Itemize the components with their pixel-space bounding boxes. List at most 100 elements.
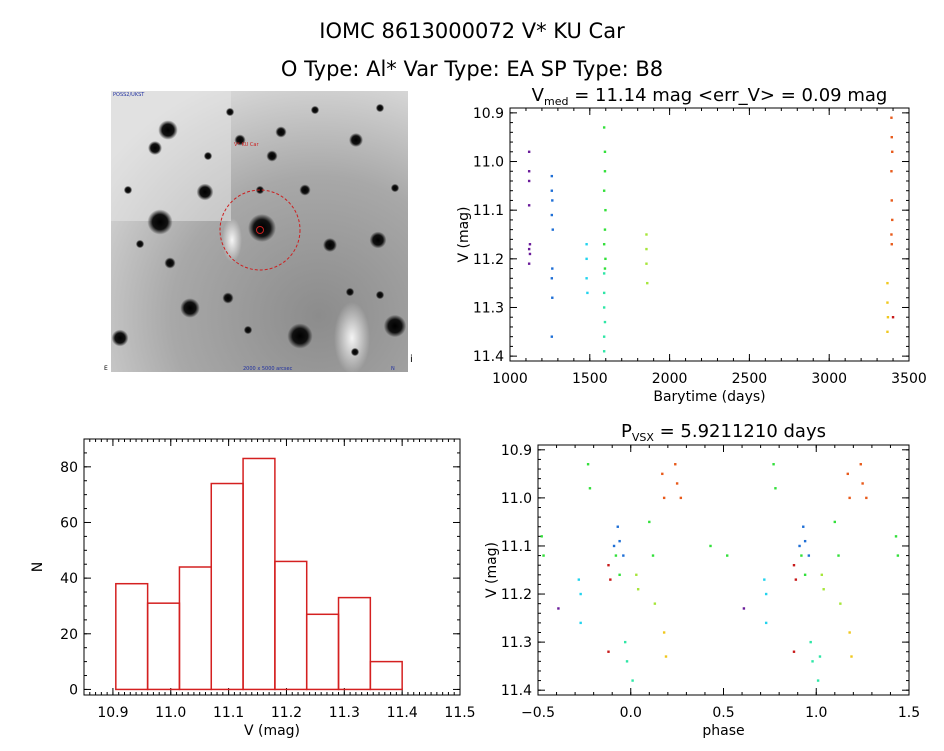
histogram-bar xyxy=(305,613,340,691)
y-tick-label: 11.1 xyxy=(473,203,504,219)
data-point xyxy=(896,554,900,557)
data-point xyxy=(886,316,890,319)
y-tick-label: 11.0 xyxy=(501,491,532,507)
data-point xyxy=(861,482,864,485)
x-tick-label: 10.9 xyxy=(97,705,128,721)
star-icon xyxy=(390,183,400,193)
data-point xyxy=(585,257,588,261)
plot-title: Vmed = 11.14 mag <err_V> = 0.09 mag xyxy=(532,85,888,108)
finder-label-scale: 2000 x 5000 arcsec xyxy=(243,366,293,372)
data-point xyxy=(614,554,618,557)
star-icon xyxy=(275,126,287,138)
data-point xyxy=(527,150,531,153)
data-point xyxy=(846,472,849,476)
data-point xyxy=(603,267,607,270)
data-point xyxy=(833,520,836,524)
star-icon xyxy=(350,347,360,357)
y-tick-label: 40 xyxy=(60,571,78,587)
data-point xyxy=(822,588,825,591)
data-point xyxy=(802,525,805,528)
data-point xyxy=(890,243,893,246)
y-tick-label: 20 xyxy=(60,627,78,643)
x-tick-label: 3000 xyxy=(811,371,847,387)
data-point xyxy=(623,640,627,644)
data-point xyxy=(764,592,768,596)
data-point xyxy=(586,463,590,466)
target-circle xyxy=(219,189,301,271)
data-point xyxy=(579,592,582,596)
data-point xyxy=(792,650,796,653)
finder-bright-patch xyxy=(111,91,231,221)
data-point xyxy=(674,463,677,466)
data-point xyxy=(602,350,606,353)
star-icon xyxy=(180,298,200,318)
data-point xyxy=(602,291,606,295)
star-icon xyxy=(383,314,407,338)
data-point xyxy=(542,554,545,557)
x-tick-label: 11.2 xyxy=(271,705,302,721)
star-icon xyxy=(310,105,320,115)
finder-reflection-glow-2 xyxy=(222,218,242,262)
data-point xyxy=(550,213,554,217)
page-title-line2: O Type: Al* Var Type: EA SP Type: B8 xyxy=(281,57,663,81)
data-point xyxy=(764,621,768,625)
data-point xyxy=(891,150,894,153)
x-tick-label: 1500 xyxy=(572,371,608,387)
page-title-line1: IOMC 8613000072 V* KU Car xyxy=(319,19,625,43)
data-point xyxy=(528,252,532,256)
x-tick-label: 0.0 xyxy=(620,705,642,721)
data-point xyxy=(618,539,621,543)
data-point xyxy=(859,463,862,466)
plot-frame xyxy=(537,444,910,696)
data-point xyxy=(848,631,851,634)
data-point xyxy=(551,267,554,270)
x-tick-label: 11.4 xyxy=(387,705,418,721)
star-icon xyxy=(349,133,363,147)
data-point xyxy=(607,650,610,653)
star-icon xyxy=(323,238,337,252)
finder-label-survey: POSS2/UKST xyxy=(113,92,145,98)
x-tick-label: 11.3 xyxy=(329,705,360,721)
data-point xyxy=(588,487,592,490)
data-point xyxy=(811,660,814,663)
data-point xyxy=(528,243,532,246)
data-point xyxy=(550,335,554,338)
y-tick-label: 11.4 xyxy=(501,683,532,699)
x-tick-label: 1.0 xyxy=(805,705,827,721)
data-point xyxy=(636,588,640,591)
x-tick-label: 1000 xyxy=(492,371,528,387)
phased-plot: −0.5 0.0 0.5 1.0 1.5 10.9 11.0 11.1 11.2 11.3 11.4… xyxy=(484,421,920,739)
star-field xyxy=(111,103,407,357)
finder-reflection-glow xyxy=(334,302,370,374)
data-point xyxy=(577,578,581,581)
data-point xyxy=(550,277,554,280)
data-point xyxy=(635,573,638,577)
finder-image: POSS2/UKST V* KU Car 2000 x 5000 arcsec … xyxy=(104,91,413,374)
data-point xyxy=(557,607,560,610)
data-point xyxy=(645,247,648,251)
star-icon xyxy=(345,287,355,297)
x-tick-label: −0.5 xyxy=(521,705,555,721)
histogram-plot: 10.9 11.0 11.1 11.2 11.3 11.4 11.5 0 20 40 60 80 V (… xyxy=(30,438,476,739)
data-point xyxy=(664,655,668,658)
data-point xyxy=(794,578,798,581)
y-tick-label: 0 xyxy=(69,682,78,698)
data-point xyxy=(550,189,554,192)
data-point xyxy=(809,640,812,644)
star-icon xyxy=(111,329,129,347)
data-point xyxy=(848,496,851,500)
data-point xyxy=(540,535,543,538)
data-point xyxy=(602,272,606,275)
histogram-bar xyxy=(274,560,308,691)
y-tick-label: 11.3 xyxy=(501,635,532,651)
data-point xyxy=(803,539,807,543)
data-point xyxy=(653,602,657,605)
data-point xyxy=(612,544,616,548)
data-point xyxy=(651,554,655,557)
star-icon xyxy=(234,134,246,146)
star-icon xyxy=(248,214,276,242)
data-point xyxy=(798,544,801,548)
data-point xyxy=(675,482,679,485)
data-point xyxy=(891,316,895,319)
data-point xyxy=(772,463,775,466)
